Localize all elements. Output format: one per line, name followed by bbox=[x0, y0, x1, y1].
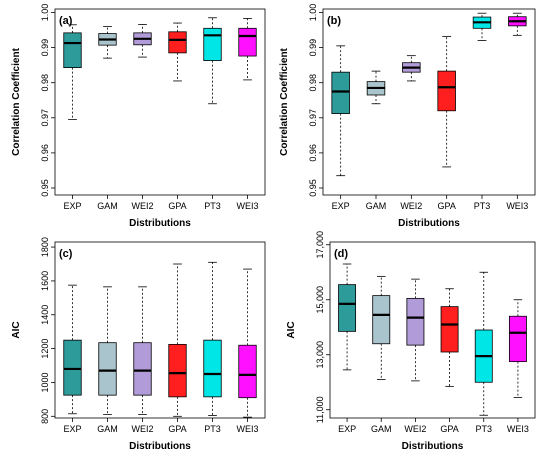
box-wei3 bbox=[238, 344, 257, 399]
x-axis-title: Distributions bbox=[402, 441, 464, 452]
y-tick-label: 0.98 bbox=[40, 74, 50, 92]
x-tick-label: WEI3 bbox=[236, 424, 258, 434]
y-tick-label: 0.98 bbox=[308, 74, 318, 92]
x-tick-label: WEI3 bbox=[236, 201, 258, 211]
panel-b: 0.95 0.96 0.97 0.98 0.99 1.00 EXP GAM WEI2 GPA PT3… bbox=[279, 4, 536, 229]
y-tick-label: 1600 bbox=[40, 271, 50, 291]
x-axis-title: Distributions bbox=[398, 218, 460, 229]
plot-frame bbox=[54, 8, 266, 196]
x-tick-label: GAM bbox=[97, 201, 118, 211]
y-tick-label: 0.99 bbox=[308, 39, 318, 57]
plot-frame bbox=[329, 241, 536, 419]
box-gpa bbox=[437, 70, 456, 112]
x-tick-label: WEI3 bbox=[506, 201, 528, 211]
y-axis-title: Correlation Coefficient bbox=[11, 47, 22, 155]
x-tick-label: PT3 bbox=[474, 201, 491, 211]
box-pt3 bbox=[203, 339, 222, 398]
box-gam bbox=[372, 295, 391, 345]
box-wei3 bbox=[508, 315, 527, 363]
box-gpa bbox=[168, 31, 187, 54]
y-tick-label: 17,000 bbox=[315, 231, 325, 259]
x-tick-label: WEI2 bbox=[131, 424, 153, 434]
y-tick-label: 0.96 bbox=[308, 144, 318, 162]
y-tick-label: 1400 bbox=[40, 305, 50, 325]
plot-frame bbox=[322, 8, 536, 196]
y-tick-label: 0.97 bbox=[40, 109, 50, 127]
plot-frame bbox=[54, 241, 266, 419]
y-axis-title: AIC bbox=[286, 321, 297, 338]
x-axis-title: Distributions bbox=[129, 218, 191, 229]
y-tick-label: 11,000 bbox=[315, 396, 325, 423]
y-tick-label: 0.99 bbox=[40, 39, 50, 57]
x-tick-label: WEI3 bbox=[507, 424, 529, 434]
y-axis-title: Correlation Coefficient bbox=[279, 47, 290, 155]
y-tick-label: 1.00 bbox=[308, 4, 318, 22]
y-tick-label: 13,000 bbox=[315, 341, 325, 369]
x-tick-label: PT3 bbox=[204, 201, 221, 211]
box-gpa bbox=[168, 343, 187, 398]
x-tick-label: WEI2 bbox=[404, 424, 426, 434]
box-pt3 bbox=[203, 27, 222, 61]
x-tick-label: GAM bbox=[97, 424, 118, 434]
y-tick-label: 0.97 bbox=[308, 109, 318, 127]
panel-d: 11,000 13,000 15,000 17,000 EXP GAM WEI2 GPA PT3… bbox=[286, 231, 536, 452]
x-axis-title: Distributions bbox=[129, 441, 191, 452]
x-tick-label: GAM bbox=[371, 424, 392, 434]
y-tick-label: 0.96 bbox=[40, 144, 50, 162]
x-tick-label: GPA bbox=[168, 201, 186, 211]
x-tick-label: GPA bbox=[440, 424, 458, 434]
box-exp bbox=[338, 284, 357, 332]
x-tick-label: GPA bbox=[168, 424, 186, 434]
x-tick-label: GAM bbox=[366, 201, 387, 211]
box-exp bbox=[63, 32, 82, 69]
x-tick-label: WEI2 bbox=[400, 201, 422, 211]
box-gam bbox=[98, 342, 117, 396]
box-wei3 bbox=[238, 27, 257, 57]
y-tick-label: 0.95 bbox=[40, 179, 50, 197]
x-tick-label: EXP bbox=[63, 201, 81, 211]
y-tick-label: 1200 bbox=[40, 339, 50, 359]
x-tick-label: EXP bbox=[63, 424, 81, 434]
y-tick-label: 0.95 bbox=[308, 179, 318, 197]
box-wei2 bbox=[406, 297, 425, 346]
x-tick-label: PT3 bbox=[475, 424, 492, 434]
y-tick-label: 1000 bbox=[40, 372, 50, 392]
panel-label: (c) bbox=[59, 248, 73, 260]
y-tick-label: 15,000 bbox=[315, 286, 325, 314]
y-tick-label: 1.00 bbox=[40, 4, 50, 22]
box-exp bbox=[331, 71, 350, 114]
x-tick-label: WEI2 bbox=[131, 201, 153, 211]
box-exp bbox=[63, 339, 82, 396]
x-tick-label: EXP bbox=[338, 424, 356, 434]
box-gpa bbox=[440, 306, 459, 353]
y-tick-label: 800 bbox=[40, 409, 50, 424]
x-tick-label: GPA bbox=[437, 201, 455, 211]
x-tick-label: EXP bbox=[332, 201, 350, 211]
box-wei2 bbox=[133, 342, 152, 396]
y-tick-label: 1800 bbox=[40, 237, 50, 257]
y-axis-title: AIC bbox=[11, 321, 22, 338]
panel-a: 0.95 0.96 0.97 0.98 0.99 1.00 EXP GAM WEI2 GPA PT3… bbox=[11, 4, 266, 229]
x-tick-label: PT3 bbox=[204, 424, 221, 434]
panel-label: (a) bbox=[59, 15, 73, 27]
panel-label: (d) bbox=[334, 248, 348, 260]
panel-c: 800 1000 1200 1400 1600 1800 EXP GAM WEI2 GPA PT3 W… bbox=[11, 237, 266, 452]
panel-label: (b) bbox=[327, 15, 341, 27]
